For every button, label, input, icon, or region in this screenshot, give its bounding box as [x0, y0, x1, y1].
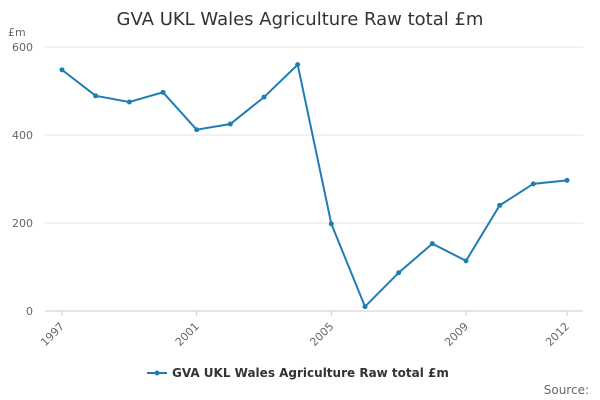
- data-point[interactable]: [59, 67, 65, 73]
- x-tick-label: 2005: [307, 320, 336, 349]
- data-point[interactable]: [160, 89, 166, 95]
- legend-marker-icon: [154, 370, 160, 376]
- series-points: [59, 62, 570, 310]
- data-point[interactable]: [93, 93, 99, 99]
- grid-lines: [45, 46, 583, 312]
- chart-title: GVA UKL Wales Agriculture Raw total £m: [117, 9, 484, 30]
- data-point[interactable]: [328, 221, 334, 227]
- data-point[interactable]: [295, 62, 301, 68]
- data-point[interactable]: [126, 99, 132, 105]
- source-label: Source:: [544, 383, 589, 397]
- data-point[interactable]: [194, 127, 200, 133]
- y-tick-label: 0: [26, 305, 33, 318]
- data-point[interactable]: [362, 304, 368, 310]
- data-point[interactable]: [463, 258, 469, 264]
- data-point[interactable]: [429, 241, 435, 247]
- x-tick-label: 2001: [173, 320, 202, 349]
- data-point[interactable]: [497, 202, 503, 208]
- y-tick-label: 600: [12, 41, 33, 54]
- legend-label: GVA UKL Wales Agriculture Raw total £m: [172, 366, 449, 380]
- y-tick-label: 400: [12, 129, 33, 142]
- y-tick-label: 200: [12, 217, 33, 230]
- data-point[interactable]: [564, 177, 570, 183]
- series-line: [61, 62, 568, 309]
- data-point[interactable]: [227, 121, 233, 127]
- legend[interactable]: GVA UKL Wales Agriculture Raw total £m: [147, 366, 449, 380]
- x-axis-ticks: 1997 2001 2005 2009 2012: [38, 311, 572, 349]
- x-tick-label: 2009: [442, 320, 471, 349]
- data-point[interactable]: [530, 181, 536, 187]
- y-axis-ticks: 0 200 400 600: [12, 41, 33, 318]
- x-tick-label: 2012: [543, 320, 572, 349]
- data-point[interactable]: [396, 270, 402, 276]
- y-axis-unit-label: £m: [8, 26, 26, 39]
- data-point[interactable]: [261, 94, 267, 100]
- x-tick-label: 1997: [38, 320, 67, 349]
